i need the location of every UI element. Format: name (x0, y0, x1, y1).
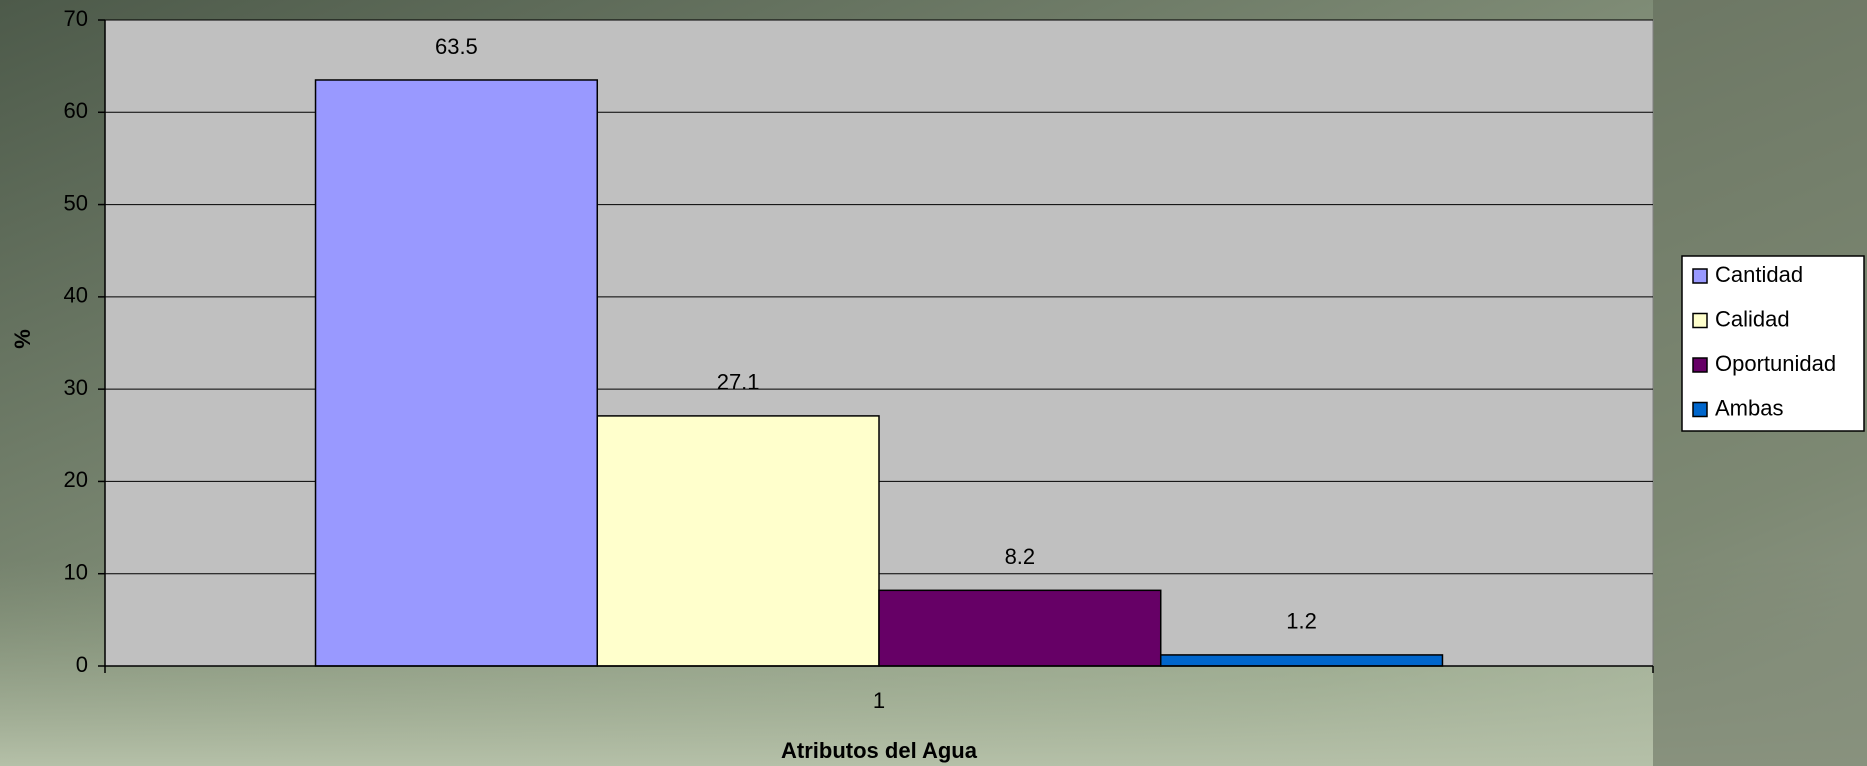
y-axis-title: % (10, 329, 35, 349)
legend (1681, 255, 1865, 432)
y-tick-label: 40 (64, 283, 88, 308)
legend-swatch (1692, 357, 1708, 373)
data-label: 63.5 (435, 34, 478, 59)
data-label: 1.2 (1286, 609, 1317, 634)
legend-swatch (1692, 312, 1708, 329)
y-tick-label: 30 (64, 375, 88, 400)
legend-entries: Cantidad Calidad Oportunidad Ambas (1692, 262, 1836, 420)
legend-label: Cantidad (1715, 262, 1803, 287)
data-label: 27.1 (717, 370, 760, 395)
bar (314, 79, 599, 667)
legend-swatch (1692, 401, 1708, 418)
x-axis-title: Atributos del Agua (781, 738, 978, 763)
legend-label: Calidad (1715, 306, 1790, 331)
y-tick-label: 70 (64, 6, 88, 31)
bars: 63.5 27.1 8.2 1.2 (314, 34, 1444, 667)
bar (596, 415, 880, 667)
bar (878, 589, 1162, 667)
legend-label: Oportunidad (1715, 351, 1836, 376)
y-tick-label: 50 (64, 190, 88, 215)
bar (1159, 654, 1444, 667)
legend-label: Ambas (1715, 395, 1783, 420)
legend-swatch (1692, 268, 1708, 284)
y-tick-label: 0 (76, 652, 88, 677)
y-tick-label: 10 (64, 560, 88, 585)
y-tick-label: 60 (64, 98, 88, 123)
x-tick-label: 1 (873, 688, 885, 713)
y-tick-label: 20 (64, 467, 88, 492)
data-label: 8.2 (1005, 544, 1036, 569)
